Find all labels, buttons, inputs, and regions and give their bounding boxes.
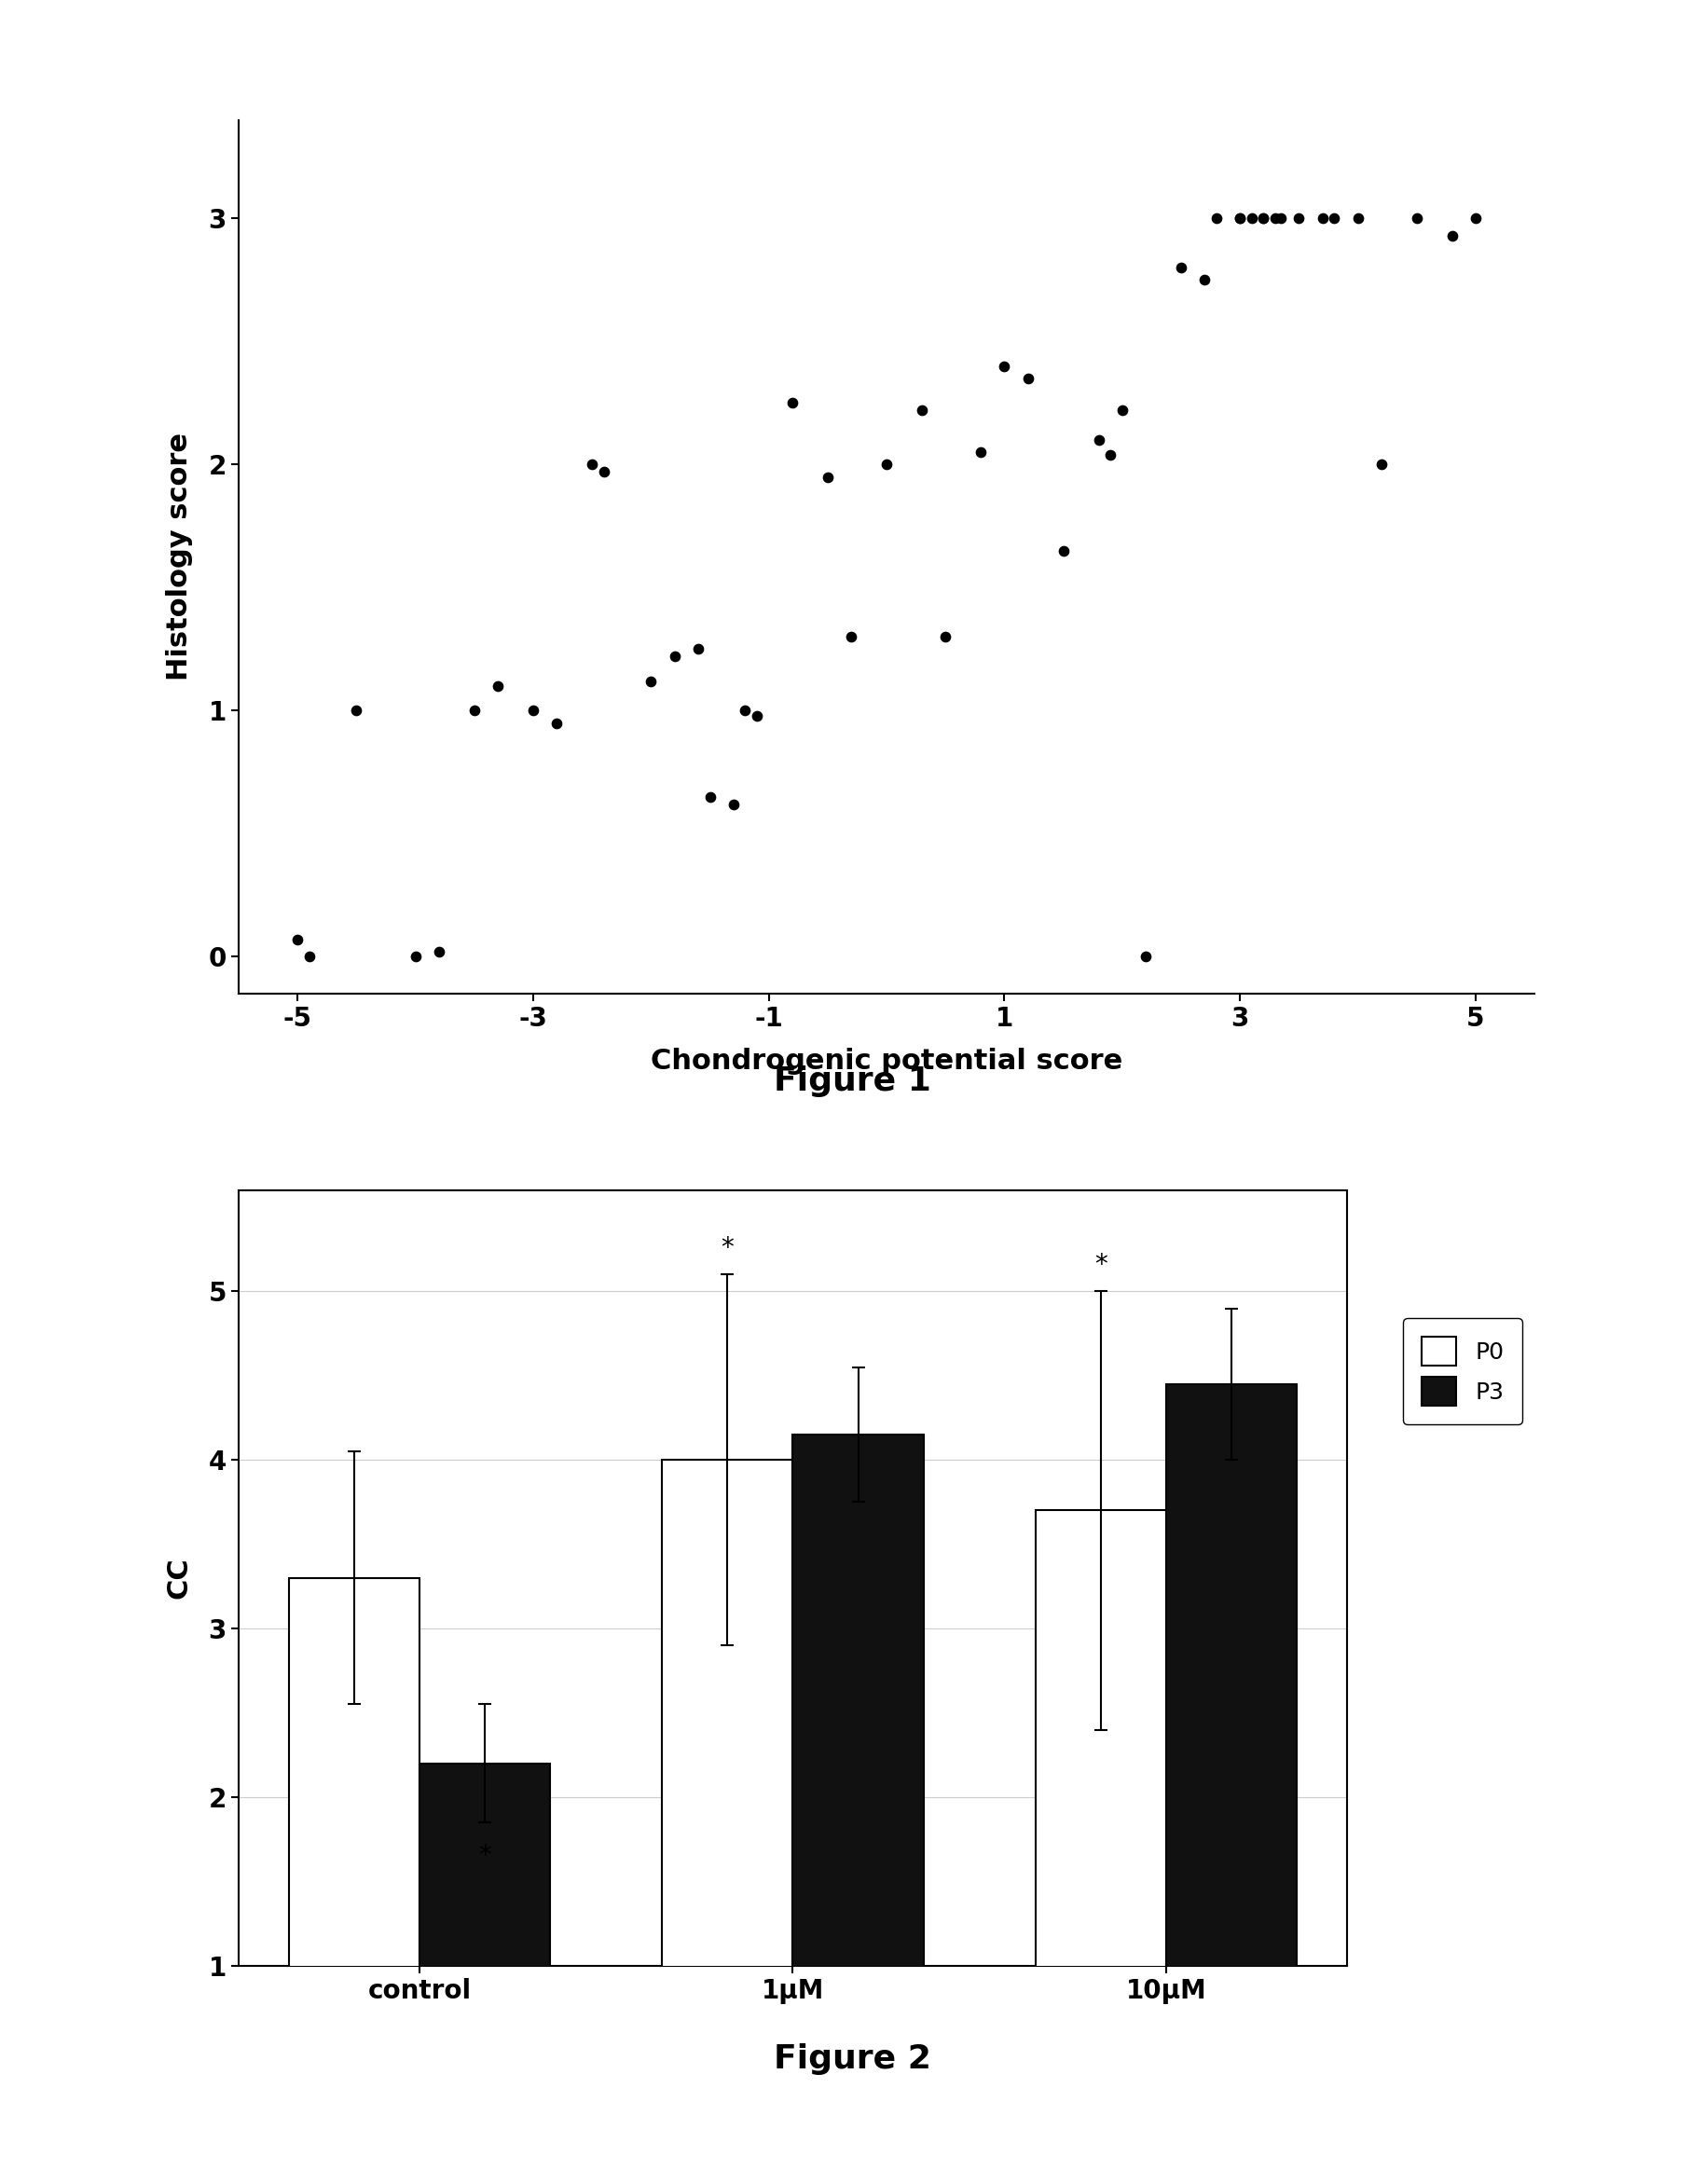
Point: [696, 780, 723, 815]
Bar: [290, 1577, 419, 2134]
Point: [1226, 201, 1253, 236]
Text: *: *: [1095, 1251, 1107, 1278]
Y-axis label: CC: CC: [165, 1557, 193, 1599]
Point: [1403, 201, 1430, 236]
Point: [1202, 201, 1229, 236]
Point: [295, 939, 322, 974]
Point: [813, 459, 841, 494]
Point: [544, 705, 571, 740]
Point: [731, 692, 759, 727]
Point: [1238, 201, 1265, 236]
Point: [520, 692, 547, 727]
Point: [684, 631, 711, 666]
Point: [1367, 448, 1395, 483]
Bar: [793, 1435, 924, 2134]
Point: [285, 922, 312, 957]
Point: [460, 692, 488, 727]
Point: [743, 699, 771, 734]
Point: [1262, 201, 1289, 236]
Point: [1226, 201, 1253, 236]
Point: [402, 939, 430, 974]
Text: Figure 1: Figure 1: [774, 1066, 931, 1096]
Bar: [1035, 1511, 1166, 2134]
Point: [933, 620, 960, 655]
Point: [779, 387, 806, 422]
Point: [1250, 201, 1277, 236]
Text: *: *: [479, 1843, 491, 1870]
Point: [343, 692, 370, 727]
Point: [873, 448, 900, 483]
Bar: [419, 1762, 551, 2134]
Y-axis label: Histology score: Histology score: [165, 432, 193, 681]
Point: [720, 786, 747, 821]
Point: [662, 640, 689, 675]
Point: [1050, 533, 1078, 568]
Point: [425, 935, 452, 970]
Point: [1014, 360, 1042, 395]
Bar: [662, 1459, 793, 2134]
Text: Figure 2: Figure 2: [774, 2044, 931, 2075]
Text: *: *: [721, 1234, 733, 1260]
Point: [1321, 201, 1349, 236]
Point: [1439, 218, 1466, 253]
Point: [1168, 251, 1195, 286]
Point: [991, 349, 1018, 384]
Point: [837, 620, 864, 655]
Point: [1461, 201, 1488, 236]
X-axis label: Chondrogenic potential score: Chondrogenic potential score: [651, 1048, 1122, 1075]
Point: [1192, 262, 1219, 297]
Point: [578, 448, 605, 483]
Point: [1096, 437, 1124, 472]
Point: [1132, 939, 1159, 974]
Point: [1267, 201, 1294, 236]
Bar: [1166, 1385, 1296, 2134]
Point: [1084, 422, 1112, 456]
Point: [638, 664, 665, 699]
Legend: P0, P3: P0, P3: [1403, 1319, 1523, 1424]
Point: [1344, 201, 1371, 236]
Point: [1309, 201, 1337, 236]
Point: [590, 454, 617, 489]
Point: [1108, 393, 1136, 428]
Point: [1250, 201, 1277, 236]
Point: [967, 435, 994, 470]
Point: [484, 668, 511, 703]
Point: [1286, 201, 1313, 236]
Point: [909, 393, 936, 428]
